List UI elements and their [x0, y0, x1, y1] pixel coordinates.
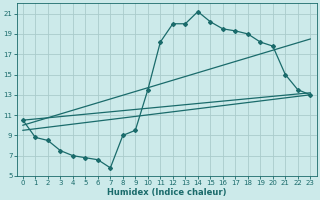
X-axis label: Humidex (Indice chaleur): Humidex (Indice chaleur) — [107, 188, 226, 197]
